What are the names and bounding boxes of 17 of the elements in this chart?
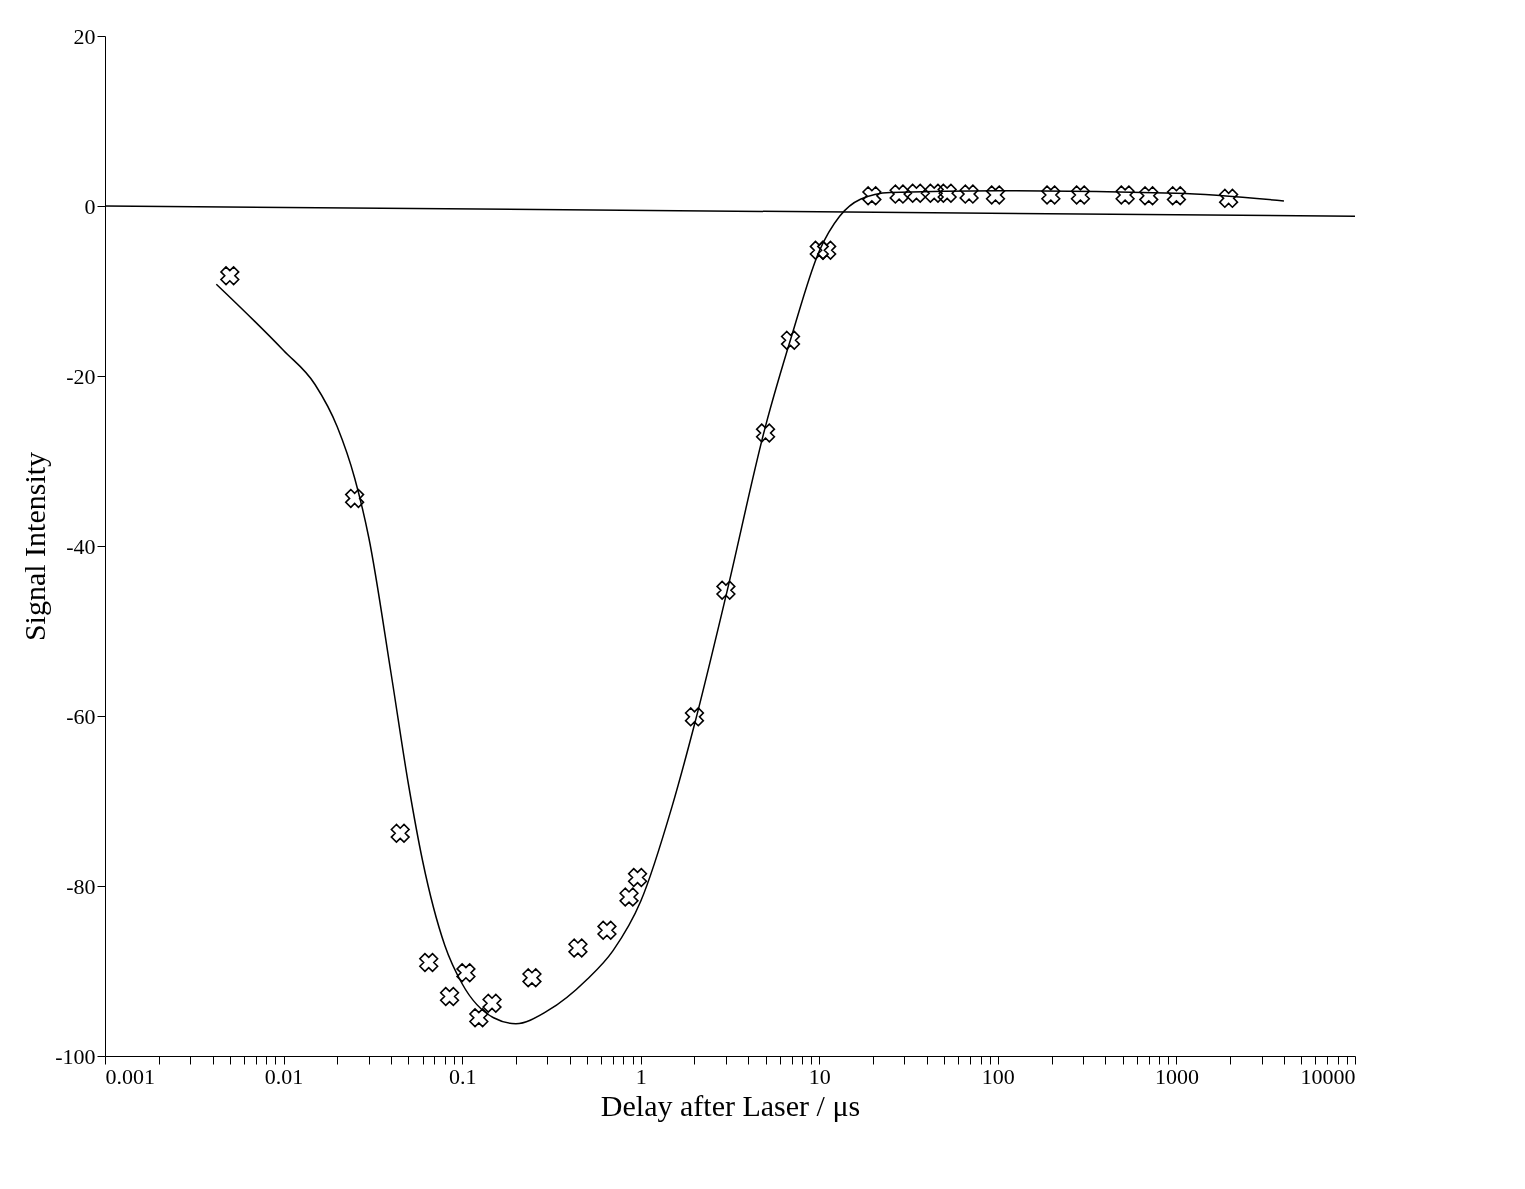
y-tick-label: 0 (84, 193, 96, 219)
y-tick-label: -20 (66, 363, 96, 389)
x-tick-label: 100 (981, 1063, 1015, 1089)
x-tick-label: 1 (635, 1063, 647, 1089)
y-tick-label: 20 (73, 23, 96, 49)
x-axis-title: Delay after Laser / μs (600, 1088, 861, 1122)
x-tick-label: 0.001 (105, 1063, 155, 1089)
y-tick-label: -100 (55, 1043, 96, 1069)
y-tick-label: -40 (66, 533, 96, 559)
y-axis-title: Signal Intensity (18, 451, 52, 642)
x-tick-label: 0.1 (448, 1063, 477, 1089)
y-tick-label: -80 (66, 873, 96, 899)
x-tick-label: 10000 (1300, 1063, 1356, 1089)
x-tick-label: 0.01 (264, 1063, 304, 1089)
x-tick-label: 1000 (1154, 1063, 1199, 1089)
y-tick-label: -60 (66, 703, 96, 729)
x-tick-label: 10 (808, 1063, 831, 1089)
